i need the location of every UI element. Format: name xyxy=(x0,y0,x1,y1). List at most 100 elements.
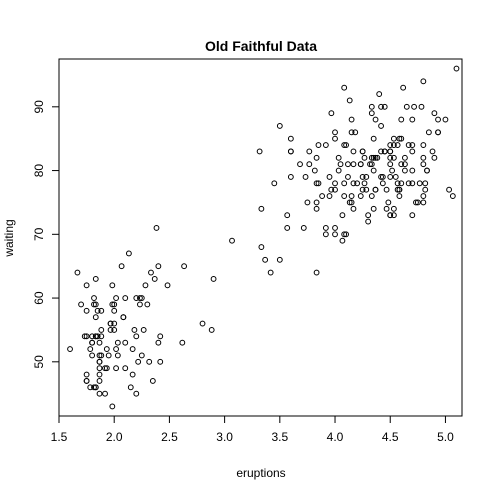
data-point xyxy=(109,301,116,308)
data-point xyxy=(339,212,346,219)
data-point xyxy=(332,186,338,193)
data-point xyxy=(343,142,349,148)
data-point xyxy=(96,378,103,384)
data-point xyxy=(409,142,416,148)
data-point xyxy=(361,154,368,161)
data-point xyxy=(322,231,329,238)
data-point xyxy=(92,333,99,340)
data-point xyxy=(304,199,311,206)
data-point xyxy=(341,84,348,91)
data-point xyxy=(83,307,90,314)
data-point xyxy=(332,231,338,238)
data-point xyxy=(420,154,427,161)
data-point xyxy=(348,116,355,123)
data-point xyxy=(409,167,416,174)
data-point xyxy=(181,263,187,270)
data-point xyxy=(345,161,351,168)
y-tick-label: 70 xyxy=(32,227,46,241)
data-point xyxy=(449,193,456,199)
data-point xyxy=(120,314,127,321)
data-point xyxy=(91,295,97,301)
data-point xyxy=(138,352,145,359)
data-point xyxy=(422,180,429,187)
data-point xyxy=(271,180,278,187)
data-point xyxy=(319,193,326,199)
data-point xyxy=(390,212,397,219)
data-point xyxy=(346,199,353,206)
data-point xyxy=(394,186,401,193)
data-point xyxy=(376,91,383,97)
data-point xyxy=(390,135,397,142)
data-point xyxy=(402,161,408,168)
data-point xyxy=(109,403,116,410)
data-point xyxy=(368,110,375,117)
data-point xyxy=(89,352,96,359)
data-point xyxy=(368,103,375,110)
data-point xyxy=(74,269,81,276)
data-point xyxy=(111,320,118,327)
data-point xyxy=(87,346,94,352)
data-point xyxy=(396,186,403,193)
data-point xyxy=(98,327,105,333)
data-point xyxy=(122,339,129,346)
data-point xyxy=(208,327,215,333)
data-point xyxy=(107,320,114,327)
data-point xyxy=(96,352,103,359)
data-point xyxy=(83,333,90,340)
data-point xyxy=(131,327,138,333)
data-points xyxy=(67,65,460,410)
data-point xyxy=(365,212,372,219)
data-point xyxy=(357,193,364,199)
data-point xyxy=(409,116,416,123)
data-point xyxy=(149,378,156,384)
data-point xyxy=(96,390,103,397)
data-point xyxy=(311,167,318,174)
data-point xyxy=(313,154,320,161)
data-point xyxy=(313,199,320,206)
data-point xyxy=(422,186,429,193)
data-point xyxy=(396,135,403,142)
data-point xyxy=(96,358,103,365)
data-point xyxy=(133,333,140,340)
data-point xyxy=(413,199,419,206)
data-point xyxy=(335,167,342,174)
data-point xyxy=(374,154,381,161)
data-point xyxy=(306,148,313,155)
data-point xyxy=(394,142,401,148)
data-point xyxy=(302,174,309,180)
data-point xyxy=(435,129,441,136)
data-point xyxy=(378,103,384,110)
data-point xyxy=(114,339,121,346)
data-point xyxy=(111,301,118,308)
data-point xyxy=(357,161,364,168)
data-point xyxy=(400,84,407,91)
data-point xyxy=(111,327,118,333)
x-axis-ticks: 1.5 2.0 2.5 3.0 3.5 4.0 4.5 5.0 xyxy=(51,416,454,444)
data-point xyxy=(157,333,164,340)
data-point xyxy=(155,339,162,346)
data-point xyxy=(151,276,158,282)
data-point xyxy=(368,154,375,161)
data-point xyxy=(348,199,355,206)
data-point xyxy=(379,174,386,180)
data-point xyxy=(350,148,357,155)
x-tick-label: 2.5 xyxy=(161,430,178,444)
data-point xyxy=(89,333,96,340)
data-point xyxy=(348,129,355,136)
data-point xyxy=(89,339,96,346)
data-point xyxy=(390,142,397,148)
data-point xyxy=(129,371,136,378)
data-point xyxy=(387,154,394,161)
data-point xyxy=(435,116,441,123)
data-point xyxy=(387,174,394,180)
plot-frame xyxy=(58,58,463,417)
data-point xyxy=(256,148,263,155)
data-point xyxy=(424,167,430,174)
data-point xyxy=(322,225,329,231)
data-point xyxy=(102,390,108,397)
data-point xyxy=(313,180,320,187)
x-tick-label: 5.0 xyxy=(437,430,454,444)
data-point xyxy=(385,199,392,206)
data-point xyxy=(81,333,88,340)
data-point xyxy=(127,384,134,391)
